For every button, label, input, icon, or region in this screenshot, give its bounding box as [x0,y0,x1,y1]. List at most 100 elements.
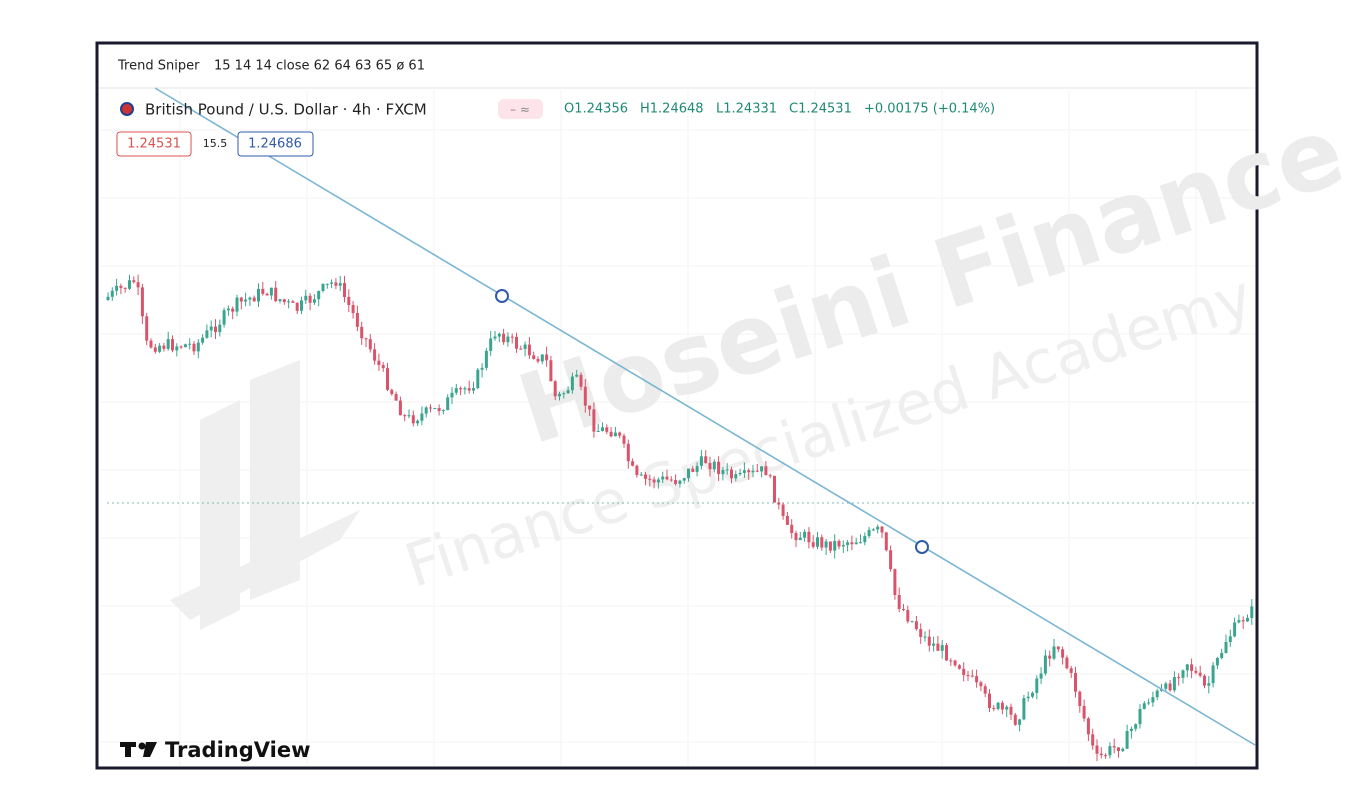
candle-body [1091,734,1095,746]
candle-body [953,660,957,666]
candle-body [235,297,239,312]
candle-body [545,354,549,361]
candle-body [1125,731,1129,749]
candle-body [738,472,742,475]
candle-body [790,524,794,534]
candle-body [484,350,488,368]
candle-body [828,541,832,551]
candle-body [1108,746,1112,756]
candle-body [730,469,733,479]
candle-body [536,358,540,362]
candle-body [282,299,286,303]
candle-body [721,470,725,475]
candle-body [472,388,475,391]
indicator-params: 15 14 14 close 62 64 63 65 ø 61 [214,59,425,74]
candle-body [325,283,329,285]
grid [99,90,1255,766]
candle-body [510,336,514,338]
candle-body [480,367,484,370]
watermark-icon [170,360,360,630]
candle-body [613,432,617,437]
candle-body [1009,706,1013,715]
candle-body [846,542,850,545]
candle-body [188,343,192,345]
candle-body [527,344,531,356]
candle-body [403,415,407,417]
compare-icon: – ≈ [510,103,530,117]
candle-body [635,465,639,476]
candle-body [463,388,467,390]
candle-body [407,415,411,417]
candle-body [1078,691,1082,706]
candle-body [626,443,630,462]
candle-body [1220,652,1224,658]
candle-body [579,374,583,387]
candle-body [394,394,398,401]
candle-body [1134,724,1138,729]
candle-body [347,296,351,306]
candle-body [1056,646,1060,650]
compare-button[interactable] [498,99,543,119]
candle-body [596,430,600,432]
flag-icon [120,102,134,116]
candle-body [803,531,807,538]
candle-body [1177,677,1181,679]
candle-body [437,408,441,412]
candle-body [768,475,772,477]
candle-body [265,293,269,296]
candle-body [807,531,811,543]
candle-body [652,479,656,483]
candle-body [1233,622,1237,637]
candle-body [755,470,759,472]
candle-body [575,374,579,377]
candle-body [153,347,157,352]
candle-body [897,595,901,610]
candle-body [859,542,862,544]
candle-body [902,609,905,611]
candle-body [837,540,841,547]
candle-body [1203,675,1206,686]
candle-body [175,346,179,351]
candle-body [777,502,781,505]
candle-body [588,405,592,410]
buy-badge[interactable] [237,131,314,157]
candle-body [889,550,893,570]
candle-body [454,388,458,393]
candle-body [295,302,299,311]
candle-body [1082,705,1086,719]
sell-badge[interactable] [116,131,192,157]
trend-anchor[interactable] [915,540,929,554]
candle-body [269,287,273,296]
candle-body [515,336,518,349]
trend-anchor[interactable] [495,289,509,303]
candle-body [665,476,669,480]
candle-body [1048,655,1052,659]
candle-body [570,376,574,391]
candle-body [1039,673,1043,679]
candle-body [682,478,686,481]
candle-body [1172,677,1176,691]
ohlc-close: C1.24531 [789,102,852,117]
candle-body [962,668,966,676]
candle-body [945,645,948,661]
candles [106,274,1254,762]
candle-body [115,285,119,291]
candle-body [949,660,953,662]
candle-body [261,288,265,294]
candle-body [975,676,979,683]
candle-body [106,296,110,300]
candle-body [1198,672,1202,676]
candle-body [1065,657,1069,669]
candle-body [566,390,570,394]
trend-line [154,87,1256,746]
candle-body [764,466,768,476]
candle-body [893,569,897,596]
candle-body [308,295,312,303]
candle-body [411,415,415,424]
candle-body [695,465,699,472]
candle-body [132,280,136,283]
candle-body [992,707,996,709]
candle-body [854,542,858,545]
candle-body [1215,657,1219,666]
